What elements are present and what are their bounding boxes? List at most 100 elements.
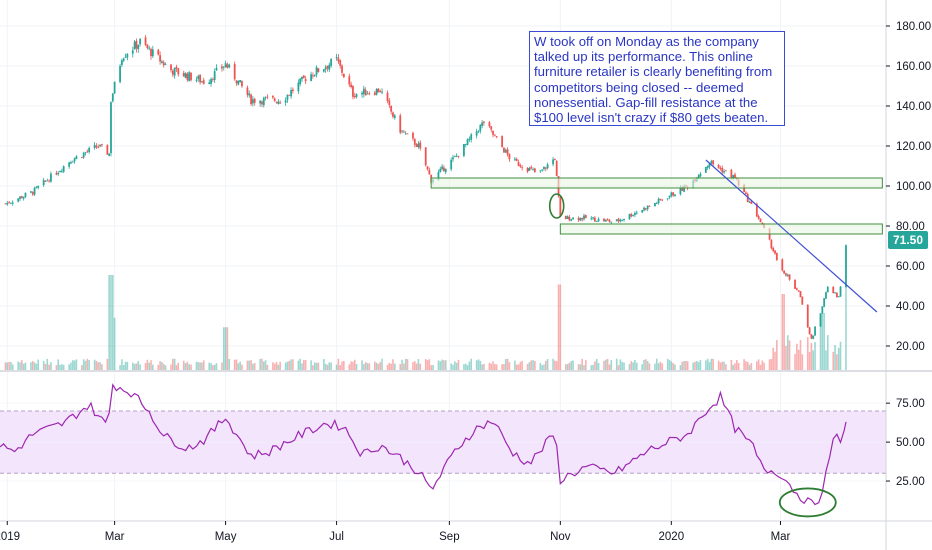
volume-bar xyxy=(608,364,611,370)
candle-body xyxy=(237,80,240,85)
volume-bar xyxy=(135,363,138,370)
chart-annotation-text: W took off on Monday as the company talk… xyxy=(534,34,773,126)
volume-bar xyxy=(366,363,369,370)
candle-body xyxy=(810,334,813,339)
candle-body xyxy=(457,155,460,157)
volume-bar xyxy=(177,362,180,370)
candle-body xyxy=(33,187,36,195)
candle-body xyxy=(70,162,72,164)
candle-body xyxy=(772,247,775,251)
volume-bar xyxy=(794,353,796,370)
candle-body xyxy=(641,210,644,213)
volume-bar xyxy=(213,364,216,370)
volume-bar xyxy=(796,343,798,370)
volume-bar xyxy=(301,363,303,370)
volume-bar xyxy=(526,363,529,370)
candle-body xyxy=(468,138,471,140)
candle-body xyxy=(755,203,758,217)
volume-bar xyxy=(646,360,649,370)
volume-bar xyxy=(454,361,456,370)
candle-body xyxy=(814,326,816,336)
candle-body xyxy=(100,144,103,146)
candle-body xyxy=(723,171,725,173)
volume-bar xyxy=(82,359,85,370)
volume-bar xyxy=(210,363,212,370)
candle-body xyxy=(453,156,456,157)
candle-body xyxy=(490,126,493,130)
candle-body xyxy=(17,198,20,202)
candle-body xyxy=(832,286,835,293)
candle-body xyxy=(501,136,504,148)
volume-bar xyxy=(685,360,687,370)
volume-bar xyxy=(610,360,613,370)
candle-body xyxy=(279,102,282,104)
volume-bar xyxy=(190,364,192,370)
candle-body xyxy=(202,80,205,84)
candle-body xyxy=(604,219,607,222)
volume-bar xyxy=(666,358,669,370)
candle-body xyxy=(479,124,482,132)
candle-body xyxy=(164,64,167,66)
candle-body xyxy=(286,94,289,100)
volume-bar xyxy=(44,363,47,370)
volume-bar xyxy=(186,361,189,370)
candle-body xyxy=(775,253,778,260)
candle-body xyxy=(634,212,636,216)
volume-bar xyxy=(745,361,747,370)
candle-body xyxy=(364,90,367,96)
volume-bar xyxy=(111,275,114,370)
volume-bar xyxy=(313,362,316,370)
candle-body xyxy=(312,75,314,77)
candle-body xyxy=(437,172,440,180)
volume-bar xyxy=(233,359,236,370)
volume-bar xyxy=(70,362,72,370)
candle-body xyxy=(594,217,596,222)
candle-body xyxy=(42,180,45,186)
volume-bar xyxy=(597,362,600,370)
candle-body xyxy=(330,58,333,66)
candle-body xyxy=(137,44,140,50)
candle-body xyxy=(20,196,23,199)
volume-bar xyxy=(746,361,749,370)
volume-bar xyxy=(717,360,720,370)
volume-bar xyxy=(375,362,378,370)
volume-bar xyxy=(388,362,391,370)
candle-body xyxy=(226,64,229,68)
candle-body xyxy=(517,162,520,166)
volume-bar xyxy=(595,359,598,370)
candle-body xyxy=(533,168,536,172)
volume-bar xyxy=(297,360,300,370)
volume-bar xyxy=(284,362,287,370)
volume-bar xyxy=(246,360,249,370)
candle-body xyxy=(290,90,292,97)
volume-bar xyxy=(324,363,327,370)
candle-body xyxy=(706,165,709,168)
volume-bar xyxy=(273,363,276,370)
candle-body xyxy=(355,94,358,97)
candle-body xyxy=(157,49,160,55)
candle-body xyxy=(794,279,796,289)
candle-body xyxy=(603,218,605,222)
candle-body xyxy=(119,65,121,83)
candle-body xyxy=(572,217,574,220)
volume-bar xyxy=(184,363,187,370)
volume-bar xyxy=(172,358,174,370)
candle-body xyxy=(6,202,9,205)
volume-bar xyxy=(121,359,123,370)
volume-bar xyxy=(515,364,518,370)
candle-body xyxy=(224,63,227,68)
volume-bar xyxy=(37,359,40,370)
candle-body xyxy=(544,167,547,169)
candle-body xyxy=(4,203,7,205)
candle-body xyxy=(159,55,161,62)
candle-body xyxy=(195,79,198,81)
volume-bar xyxy=(786,335,789,370)
volume-bar xyxy=(404,358,407,370)
candle-body xyxy=(568,216,571,221)
volume-bar xyxy=(161,362,163,370)
volume-bar xyxy=(42,360,45,370)
candle-body xyxy=(455,155,458,157)
volume-bar xyxy=(50,362,52,370)
candle-body xyxy=(328,64,331,70)
volume-bar xyxy=(124,361,127,370)
